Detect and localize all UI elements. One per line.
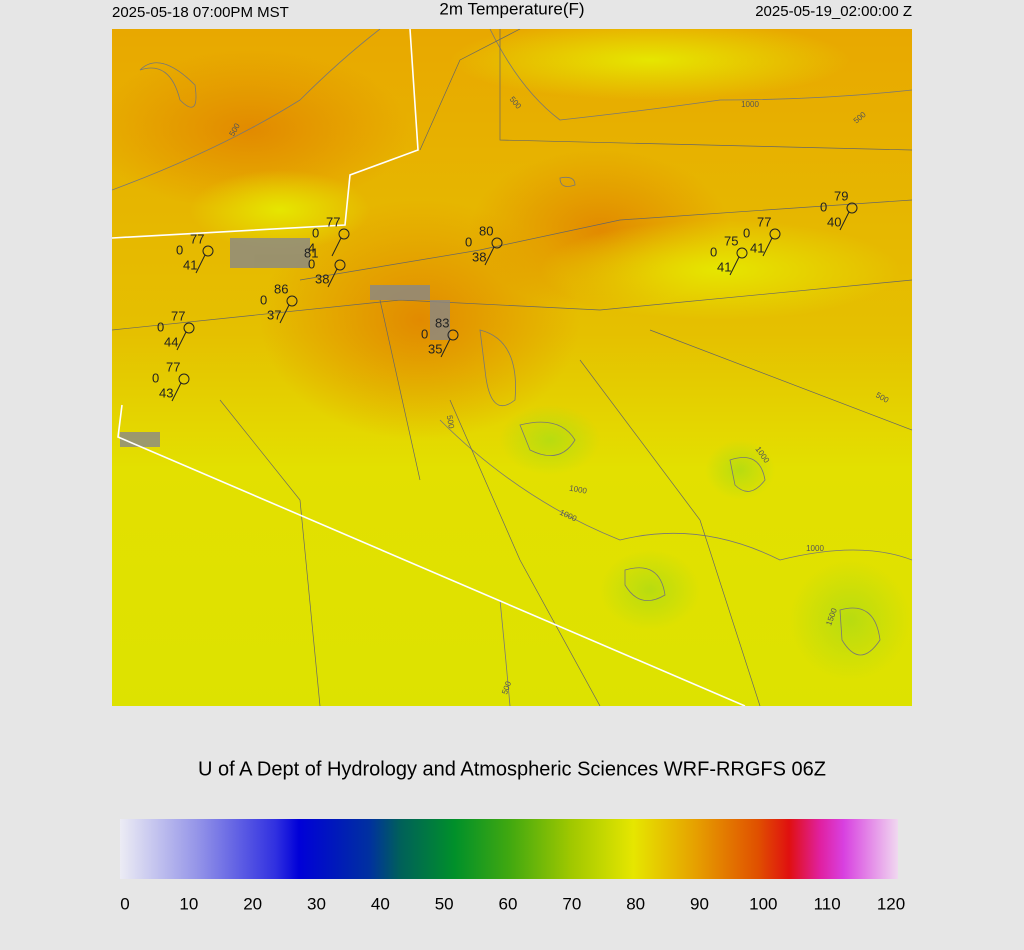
contour-label: 500: [500, 680, 513, 696]
colorbar-tick-label: 110: [814, 894, 841, 913]
station-circle: [447, 329, 459, 341]
station-pressure: 0: [260, 292, 267, 307]
station-pressure: 0: [820, 199, 827, 214]
station-temp: 77: [166, 359, 180, 374]
wind-barb: [327, 268, 338, 288]
station-dew: 41: [717, 259, 731, 274]
station-dew: 37: [267, 307, 281, 322]
footer-credit: U of A Dept of Hydrology and Atmospheric…: [198, 758, 826, 780]
contour-label: 1000: [569, 484, 589, 496]
station-dew: 44: [164, 334, 178, 349]
station-temp: 77: [171, 308, 185, 323]
colorbar-tick-label: 60: [499, 894, 518, 913]
station-dew: 40: [827, 214, 841, 229]
wind-barb: [171, 382, 182, 402]
station-temp: 77: [190, 231, 204, 246]
colorbar-tick-label: 0: [120, 894, 129, 913]
colorbar-tick-label: 50: [435, 894, 454, 913]
station-pressure: 0: [157, 319, 164, 334]
station-temp: 80: [479, 223, 493, 238]
colorbar-tick-label: 10: [179, 894, 198, 913]
colorbar-tick-label: 40: [371, 894, 390, 913]
colorbar-tick-label: 120: [877, 894, 905, 913]
station-circle: [338, 228, 350, 240]
wind-barb: [729, 256, 740, 276]
station-circle: [736, 247, 748, 259]
colorbar-tick-label: 70: [562, 894, 581, 913]
wind-barb: [331, 237, 342, 257]
contour-label: 500: [445, 415, 456, 430]
station-pressure: 0: [312, 225, 319, 240]
colorbar-tick-label: 100: [749, 894, 777, 913]
station-pressure: 0: [465, 234, 472, 249]
station-circle: [769, 228, 781, 240]
station-pressure: 0: [421, 326, 428, 341]
contour-label: 1000: [741, 100, 759, 109]
station-dew: 38: [472, 249, 486, 264]
station-pressure: 0: [743, 225, 750, 240]
station-pressure: 0: [176, 242, 183, 257]
station-circle: [491, 237, 503, 249]
wind-barb: [839, 211, 850, 231]
station-circle: [286, 295, 298, 307]
station-pressure: 0: [152, 370, 159, 385]
station-pressure: 0: [308, 256, 315, 271]
station-circle: [846, 202, 858, 214]
station-pressure: 0: [710, 244, 717, 259]
wind-barb: [440, 338, 451, 358]
valid-utc: 2025-05-19_02:00:00 Z: [755, 3, 912, 20]
station-circle: [178, 373, 190, 385]
wind-barb: [195, 254, 206, 274]
wind-barb: [762, 237, 773, 257]
station-temp: 81: [304, 245, 318, 260]
colorbar-tick-label: 30: [307, 894, 326, 913]
station-dew: 43: [159, 385, 173, 400]
station-temp: 75: [724, 233, 738, 248]
station-dew: 41: [750, 240, 764, 255]
colorbar-tick-label: 80: [626, 894, 645, 913]
station-temp: 83: [435, 315, 449, 330]
map: [112, 29, 912, 706]
colorbar-tick-label: 90: [690, 894, 709, 913]
wind-barb: [176, 331, 187, 351]
station-circle: [334, 259, 346, 271]
contour-label: 1000: [806, 544, 824, 553]
wind-barb: [484, 246, 495, 266]
station-circle: [183, 322, 195, 334]
colorbar: [120, 819, 898, 879]
colorbar-tick-label: 20: [243, 894, 262, 913]
station-dew: 35: [428, 341, 442, 356]
map-title: 2m Temperature(F): [439, 0, 584, 18]
station-temp: 77: [757, 214, 771, 229]
station-dew: 41: [183, 257, 197, 272]
station-temp: 86: [274, 281, 288, 296]
station-circle: [202, 245, 214, 257]
wind-barb: [279, 304, 290, 324]
valid-local: 2025-05-18 07:00PM MST: [112, 4, 289, 21]
station-temp: 79: [834, 188, 848, 203]
station-temp: 77: [326, 214, 340, 229]
station-dew: 38: [315, 271, 329, 286]
station-extra: 4: [308, 240, 315, 255]
